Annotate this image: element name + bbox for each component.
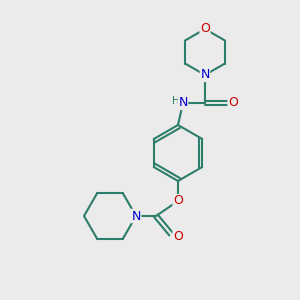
Text: H: H [172,96,180,106]
Text: N: N [131,209,141,223]
Text: N: N [200,68,210,82]
Text: O: O [228,97,238,110]
Text: O: O [173,194,183,208]
Text: N: N [131,209,141,223]
Text: O: O [200,22,210,35]
Text: N: N [178,97,188,110]
Text: O: O [173,230,183,244]
